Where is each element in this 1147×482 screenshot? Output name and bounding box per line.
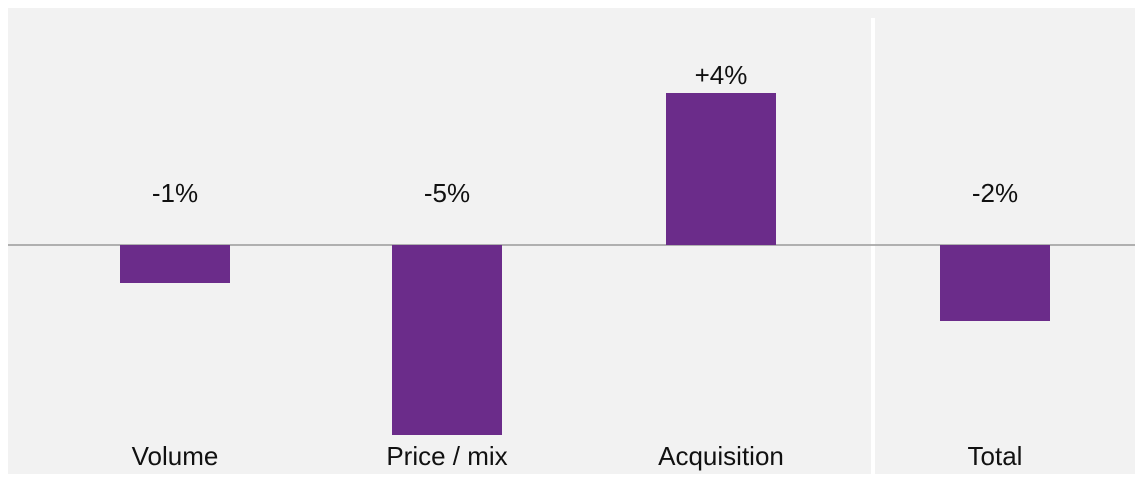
data-label: -5% [424,178,470,208]
category-label: Total [968,441,1023,471]
data-label: -1% [152,178,198,208]
data-label: +4% [695,60,748,90]
category-label: Volume [132,441,219,471]
bar [120,245,230,283]
bar [666,93,776,245]
category-label: Acquisition [658,441,784,471]
plot-background [8,8,1135,474]
category-label: Price / mix [386,441,507,471]
bar [392,245,502,435]
bar [940,245,1050,321]
data-label: -2% [972,178,1018,208]
